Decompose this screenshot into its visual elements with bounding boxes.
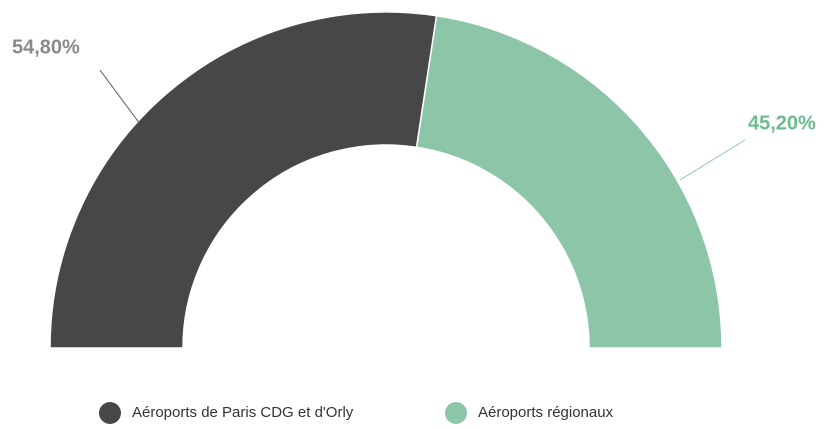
value-label: 45,20% — [748, 112, 816, 134]
legend-label: Aéroports de Paris CDG et d'Orly — [132, 404, 354, 421]
legend-swatch — [445, 402, 467, 424]
value-label: 54,80% — [12, 36, 80, 58]
legend-label: Aéroports régionaux — [478, 404, 614, 421]
arc-segment — [49, 11, 438, 349]
legend-swatch — [99, 402, 121, 424]
arc-segment — [415, 14, 723, 349]
leader-line — [99, 69, 141, 125]
leader-line — [679, 139, 746, 181]
